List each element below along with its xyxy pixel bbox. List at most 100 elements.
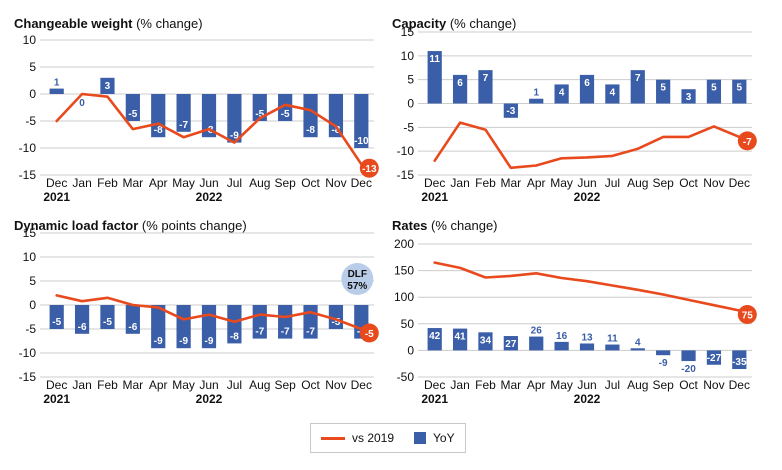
year-label: 2022 [196, 392, 223, 406]
bar-value-label: 5 [711, 83, 717, 94]
chart-title-rest: (% points change) [138, 218, 247, 233]
line-end-label: -7 [743, 137, 752, 148]
x-tick-label: Oct [301, 378, 320, 392]
bar-value-label: 34 [480, 335, 492, 346]
dlf-badge-label: DLF [348, 269, 367, 280]
x-tick-label: Mar [501, 378, 522, 392]
y-tick-label: 5 [29, 274, 36, 288]
chart-panel-rates: Rates (% change) 200 150 100 50 0 -50 42 41 34 27… [392, 218, 764, 418]
x-tick-label: Apr [527, 176, 546, 190]
x-tick-label: Aug [627, 378, 648, 392]
chart-svg: 15 10 5 0 -5 -10 -15 11 6 7 -3 1 4 6 4 7 5 3 5 5 -7 Dec Jan Feb… [397, 25, 757, 204]
bar [579, 74, 595, 104]
bar [478, 70, 493, 104]
x-tick-label: May [172, 378, 195, 392]
chart-title-rest: (% change) [427, 218, 498, 233]
line-end-marker [737, 305, 757, 324]
bar-value-label: -9 [230, 131, 239, 142]
bar [354, 94, 369, 148]
bar-value-label: -5 [255, 109, 264, 120]
bar-value-label: 42 [429, 331, 441, 342]
x-tick-label: Feb [475, 378, 496, 392]
bar [125, 94, 140, 121]
line-series-vs-2019 [55, 294, 363, 331]
bar-value-label: 6 [457, 78, 463, 89]
x-tick-label: Dec [729, 378, 750, 392]
bar-value-label: -6 [78, 322, 87, 333]
bar [176, 94, 191, 132]
x-tick-label: Oct [301, 176, 320, 190]
year-label: 2022 [574, 190, 601, 204]
bar-value-label: -10 [354, 136, 369, 147]
bar-value-label: 3 [105, 81, 111, 92]
chart-panel-changeable-weight: Changeable weight (% change) 10 5 0 -5 -10 -1… [14, 16, 386, 216]
y-tick-label: 15 [23, 226, 37, 240]
bar-value-label: -5 [331, 317, 340, 328]
x-tick-label: Jan [72, 378, 91, 392]
bar [100, 77, 115, 94]
x-tick-label: Aug [249, 176, 270, 190]
year-label: 2021 [421, 392, 448, 406]
bar [201, 94, 217, 138]
bar [630, 348, 645, 351]
bar [732, 350, 747, 370]
bar [328, 94, 344, 138]
dlf-badge [341, 263, 374, 295]
bar-value-label: 3 [686, 92, 692, 103]
x-tick-label: Jul [227, 176, 242, 190]
line-end-marker [359, 323, 379, 343]
bar [554, 84, 569, 104]
x-tick-label: Dec [729, 176, 750, 190]
y-tick-label: 10 [401, 49, 415, 63]
line-end-label: -5 [365, 329, 374, 340]
x-tick-label: Nov [703, 378, 724, 392]
year-label: 2021 [421, 190, 448, 204]
bar [427, 328, 442, 351]
bar [452, 328, 468, 351]
y-tick-label: 200 [394, 237, 414, 251]
bar-value-label: 16 [556, 331, 568, 342]
y-tick-label: 5 [407, 73, 414, 87]
x-tick-label: Nov [325, 176, 346, 190]
bar-value-label: -6 [128, 322, 137, 333]
x-tick-label: Dec [351, 176, 372, 190]
bar-value-label: -9 [205, 336, 214, 347]
legend-item-vs-2019: vs 2019 [311, 431, 394, 445]
chart-title-rest: (% change) [132, 16, 203, 31]
y-tick-label: 0 [29, 298, 36, 312]
bar-value-label: 4 [635, 337, 641, 348]
bar-value-label: 0 [79, 98, 85, 109]
x-tick-label: Jul [605, 176, 620, 190]
bar [49, 305, 64, 329]
line-end-label: 75 [742, 311, 754, 322]
bar [579, 343, 595, 351]
bar-value-label: -5 [52, 317, 61, 328]
bar-value-label: -7 [306, 327, 315, 338]
bar-value-label: 26 [531, 326, 543, 337]
x-tick-label: Feb [97, 378, 118, 392]
legend-line-swatch [321, 436, 345, 440]
bar [125, 305, 140, 334]
y-tick-label: 50 [401, 317, 415, 331]
y-tick-label: 10 [23, 250, 37, 264]
y-tick-label: -15 [19, 168, 37, 182]
bar [503, 336, 518, 351]
x-tick-label: Dec [424, 176, 445, 190]
x-tick-label: Jul [605, 378, 620, 392]
x-tick-label: Nov [703, 176, 724, 190]
y-tick-label: -5 [403, 120, 414, 134]
bar [529, 98, 544, 104]
y-tick-label: 0 [29, 87, 36, 101]
x-tick-label: Dec [46, 176, 67, 190]
x-tick-label: Apr [527, 378, 546, 392]
x-tick-label: Jan [72, 176, 91, 190]
line-series-vs-2019 [433, 121, 741, 170]
y-tick-label: 15 [401, 25, 415, 39]
bar-value-label: -7 [281, 327, 290, 338]
bar [74, 305, 90, 334]
bar [503, 103, 518, 118]
x-tick-label: Mar [123, 378, 144, 392]
x-tick-label: Mar [123, 176, 144, 190]
line-end-label: -13 [362, 164, 377, 175]
bar-value-label: 1 [54, 78, 60, 89]
